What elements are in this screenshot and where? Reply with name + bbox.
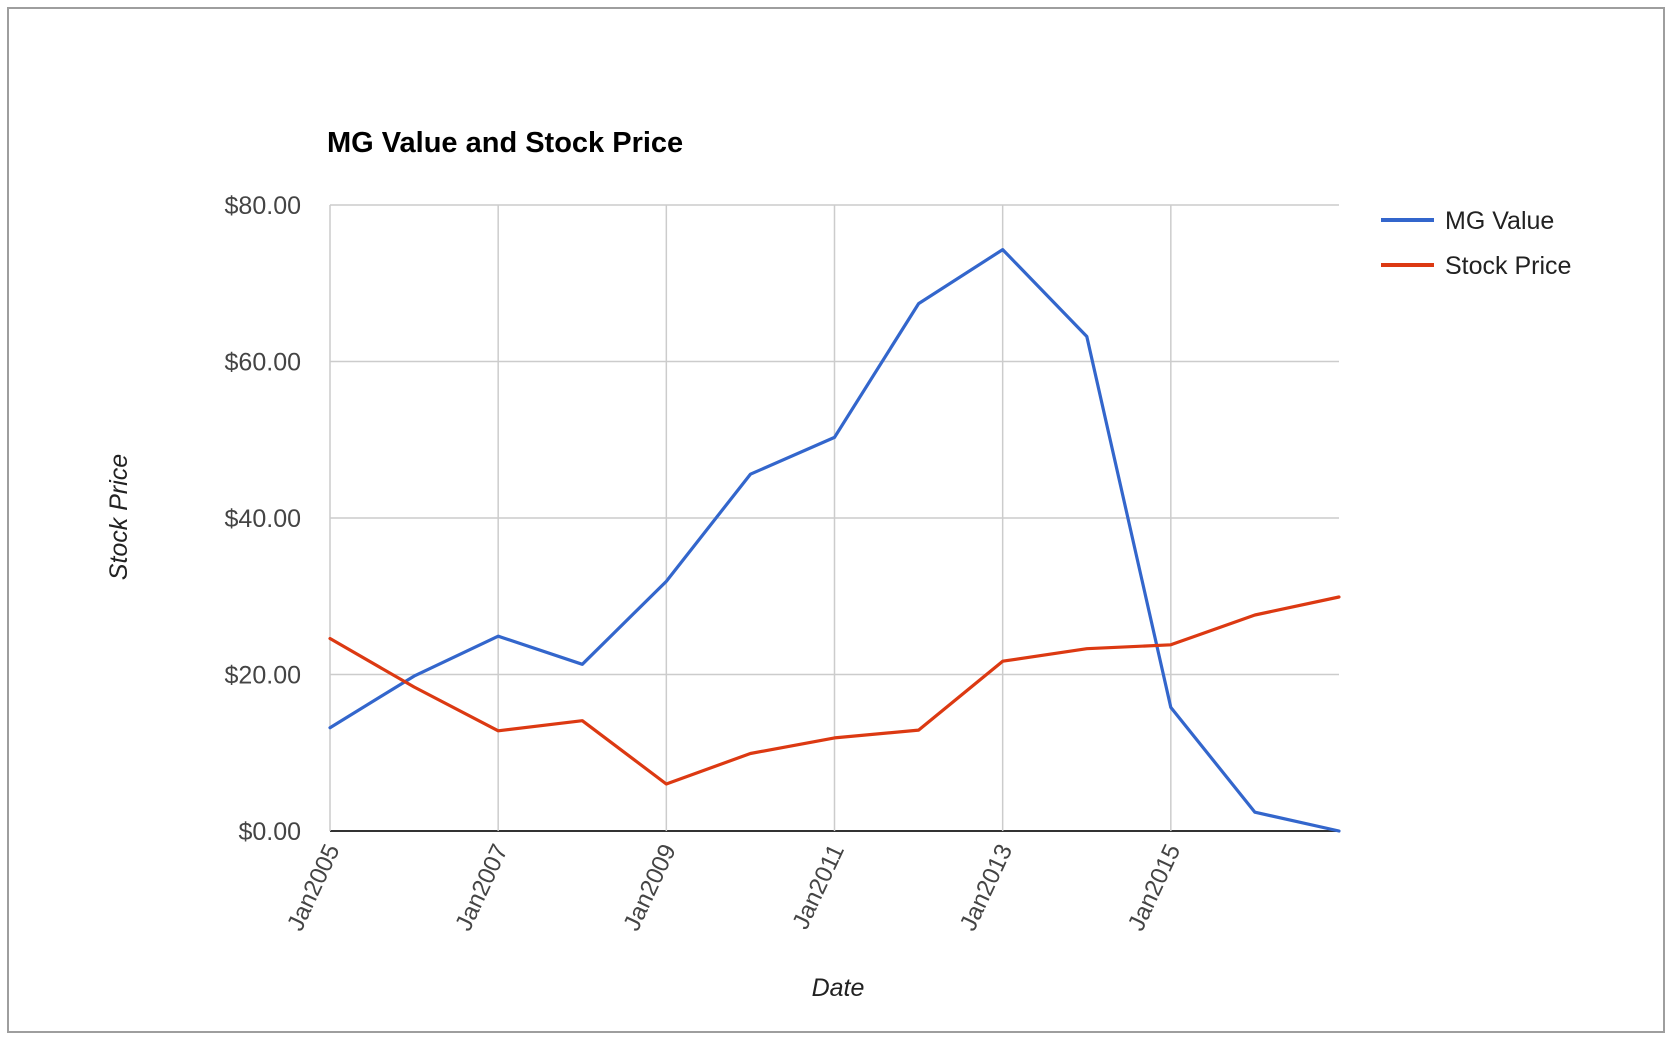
legend-item-mg-value[interactable]: MG Value — [1381, 207, 1554, 235]
x-axis-label: Date — [812, 974, 865, 1002]
x-tick-label: Jan2005 — [282, 840, 345, 935]
legend-label: MG Value — [1445, 207, 1554, 235]
series-line-mg-value[interactable] — [328, 248, 1341, 833]
y-tick-label: $0.00 — [238, 818, 301, 846]
axis-ticks: $0.00 $20.00 $40.00 $60.00 $80.00 Jan2005 Jan2… — [225, 192, 1187, 935]
line-chart: MG Value and Stock Price Stock Price Dat… — [105, 127, 1571, 1002]
x-tick-label: Jan2011 — [787, 840, 850, 933]
y-tick-label: $20.00 — [225, 662, 301, 690]
series-lines — [328, 248, 1341, 833]
x-tick-label: Jan2009 — [618, 840, 681, 935]
gridlines — [329, 204, 1339, 832]
y-tick-label: $80.00 — [225, 192, 301, 220]
chart-frame[interactable]: MG Value and Stock Price Stock Price Dat… — [7, 7, 1665, 1033]
legend-item-stock-price[interactable]: Stock Price — [1381, 252, 1571, 280]
x-tick-label: Jan2013 — [955, 840, 1018, 935]
chart-title: MG Value and Stock Price — [327, 127, 683, 159]
y-axis-label: Stock Price — [105, 454, 133, 580]
x-tick-label: Jan2015 — [1123, 840, 1186, 935]
x-tick-label: Jan2007 — [450, 840, 513, 935]
y-tick-label: $40.00 — [225, 505, 301, 533]
legend-label: Stock Price — [1445, 252, 1571, 280]
legend[interactable]: MG Value Stock Price — [1381, 207, 1571, 280]
y-tick-label: $60.00 — [225, 349, 301, 377]
series-line-stock-price[interactable] — [328, 595, 1341, 786]
